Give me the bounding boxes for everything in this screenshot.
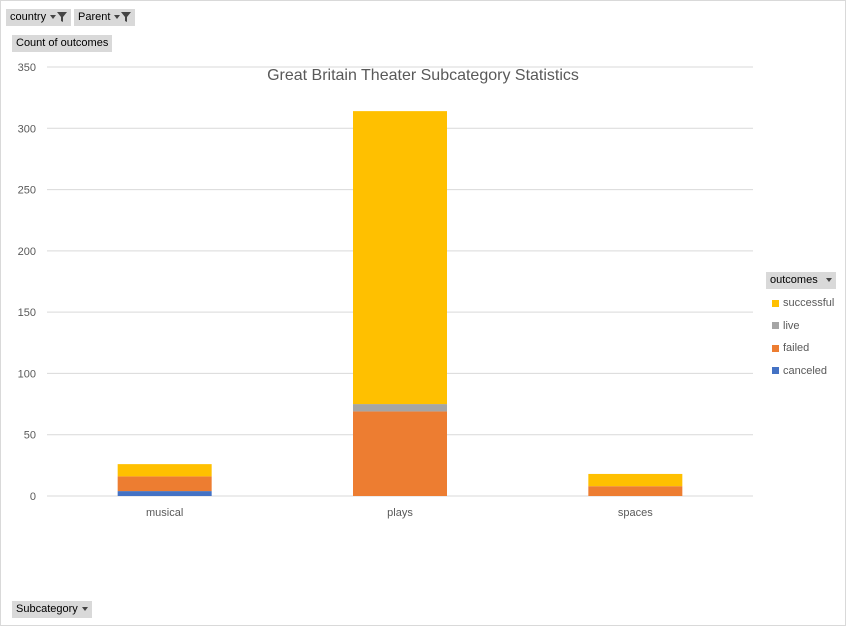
x-tick-label: musical xyxy=(146,507,183,519)
country-filter-label: country xyxy=(10,11,47,23)
bar-live-plays xyxy=(353,404,447,412)
y-tick-label: 100 xyxy=(18,368,36,380)
subcategory-field-button[interactable]: Subcategory xyxy=(12,601,92,618)
bar-successful-spaces xyxy=(588,473,683,487)
dropdown-arrow-icon xyxy=(81,607,88,612)
parent-filter-button[interactable]: Parent xyxy=(74,9,136,26)
bar-failed-musical xyxy=(117,476,212,492)
legend-outcomes-button[interactable]: outcomes xyxy=(766,272,836,289)
legend-item-canceled: canceled xyxy=(766,363,838,386)
legend-swatch xyxy=(772,367,779,375)
legend-item-successful: successful xyxy=(766,295,838,318)
legend-item-failed: failed xyxy=(766,340,838,363)
legend-label: successful xyxy=(783,297,835,309)
y-tick-label: 300 xyxy=(18,123,36,135)
legend-swatch xyxy=(772,344,779,352)
y-tick-label: 200 xyxy=(18,246,36,258)
dropdown-arrow-icon xyxy=(825,278,832,283)
filter-icon xyxy=(57,12,68,23)
value-field-button[interactable]: Count of outcomes xyxy=(12,35,113,52)
bar-failed-spaces xyxy=(588,486,683,496)
legend-label: failed xyxy=(783,342,810,354)
legend-swatch xyxy=(772,299,779,307)
dropdown-arrow-icon xyxy=(50,15,57,20)
dropdown-arrow-icon xyxy=(114,15,121,20)
chart-title: Great Britain Theater Subcategory Statis… xyxy=(267,67,579,84)
y-tick-label: 350 xyxy=(18,62,36,74)
legend: outcomes successful live failed canceled xyxy=(766,272,838,385)
legend-label: live xyxy=(783,319,800,332)
subcategory-field-label: Subcategory xyxy=(16,603,78,615)
y-tick-label: 150 xyxy=(18,307,36,319)
legend-label: canceled xyxy=(783,364,828,377)
y-tick-label: 250 xyxy=(18,185,36,197)
legend-title: outcomes xyxy=(770,274,818,286)
country-filter-button[interactable]: country xyxy=(6,9,72,26)
bar-failed-plays xyxy=(353,411,447,496)
filter-icon xyxy=(121,12,132,23)
parent-filter-label: Parent xyxy=(78,11,111,23)
legend-items: successful live failed canceled xyxy=(766,295,838,385)
x-tick-label: plays xyxy=(387,507,413,519)
y-axis-ticks: 0 50 100 150 200 250 300 350 xyxy=(18,62,36,503)
x-axis-ticks: musical plays spaces xyxy=(146,507,653,519)
x-tick-label: spaces xyxy=(618,507,653,519)
value-field-label: Count of outcomes xyxy=(16,37,109,49)
bar-successful-musical xyxy=(117,464,212,477)
bars xyxy=(117,111,683,496)
legend-item-live: live xyxy=(766,318,838,341)
y-tick-label: 0 xyxy=(30,491,36,503)
legend-swatch xyxy=(772,322,779,330)
bar-successful-plays xyxy=(353,111,447,405)
bar-canceled-musical xyxy=(117,491,212,496)
y-tick-label: 50 xyxy=(24,430,36,442)
